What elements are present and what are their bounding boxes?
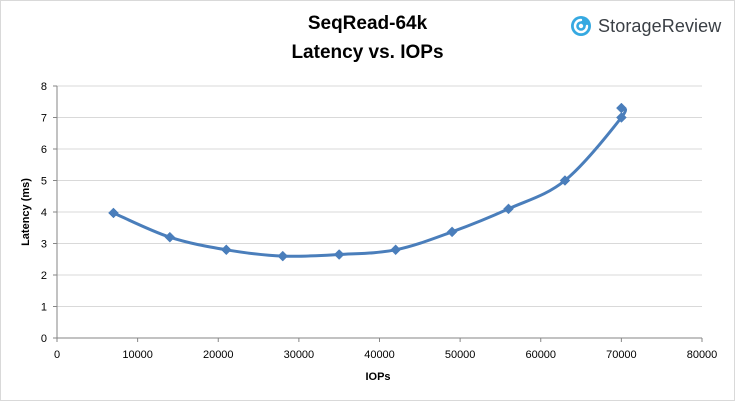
y-axis-label: Latency (ms) — [20, 178, 32, 246]
data-point-marker — [164, 231, 176, 243]
y-tick-label: 6 — [41, 144, 47, 156]
x-axis-label: IOPs — [365, 371, 390, 383]
chart-subtitle: Latency vs. IOPs — [291, 42, 444, 63]
data-point-marker — [446, 226, 458, 238]
x-tick-label: 30000 — [284, 349, 315, 361]
y-tick-label: 0 — [41, 333, 47, 345]
chart-title: SeqRead-64k — [307, 13, 428, 34]
data-point-marker — [108, 207, 119, 219]
y-tick-label: 8 — [41, 81, 47, 93]
x-tick-label: 20000 — [203, 349, 234, 361]
data-point-marker — [559, 175, 571, 186]
data-point-marker — [503, 203, 514, 215]
x-tick-label: 10000 — [122, 349, 153, 361]
data-point-marker — [220, 244, 232, 256]
y-tick-label: 4 — [41, 207, 47, 219]
data-point-marker — [390, 244, 401, 256]
y-tick-label: 3 — [41, 239, 47, 251]
x-tick-label: 60000 — [525, 349, 556, 361]
brand-name: StorageReview — [598, 15, 722, 36]
y-tick-label: 7 — [41, 113, 47, 125]
data-point-marker — [333, 249, 345, 260]
y-tick-label: 5 — [41, 176, 47, 188]
y-tick-label: 2 — [41, 270, 47, 282]
storagereview-logo-icon — [571, 16, 591, 36]
x-tick-label: 50000 — [445, 349, 476, 361]
data-point-marker — [616, 102, 627, 114]
x-tick-label: 80000 — [687, 349, 718, 361]
brand-logo: StorageReview — [570, 14, 721, 38]
data-point-marker — [277, 250, 289, 262]
series-line — [112, 106, 628, 258]
y-tick-label: 1 — [41, 302, 47, 314]
data-point-marker — [616, 112, 627, 123]
x-tick-label: 0 — [54, 349, 60, 361]
x-tick-label: 70000 — [606, 349, 637, 361]
x-tick-label: 40000 — [364, 349, 395, 361]
